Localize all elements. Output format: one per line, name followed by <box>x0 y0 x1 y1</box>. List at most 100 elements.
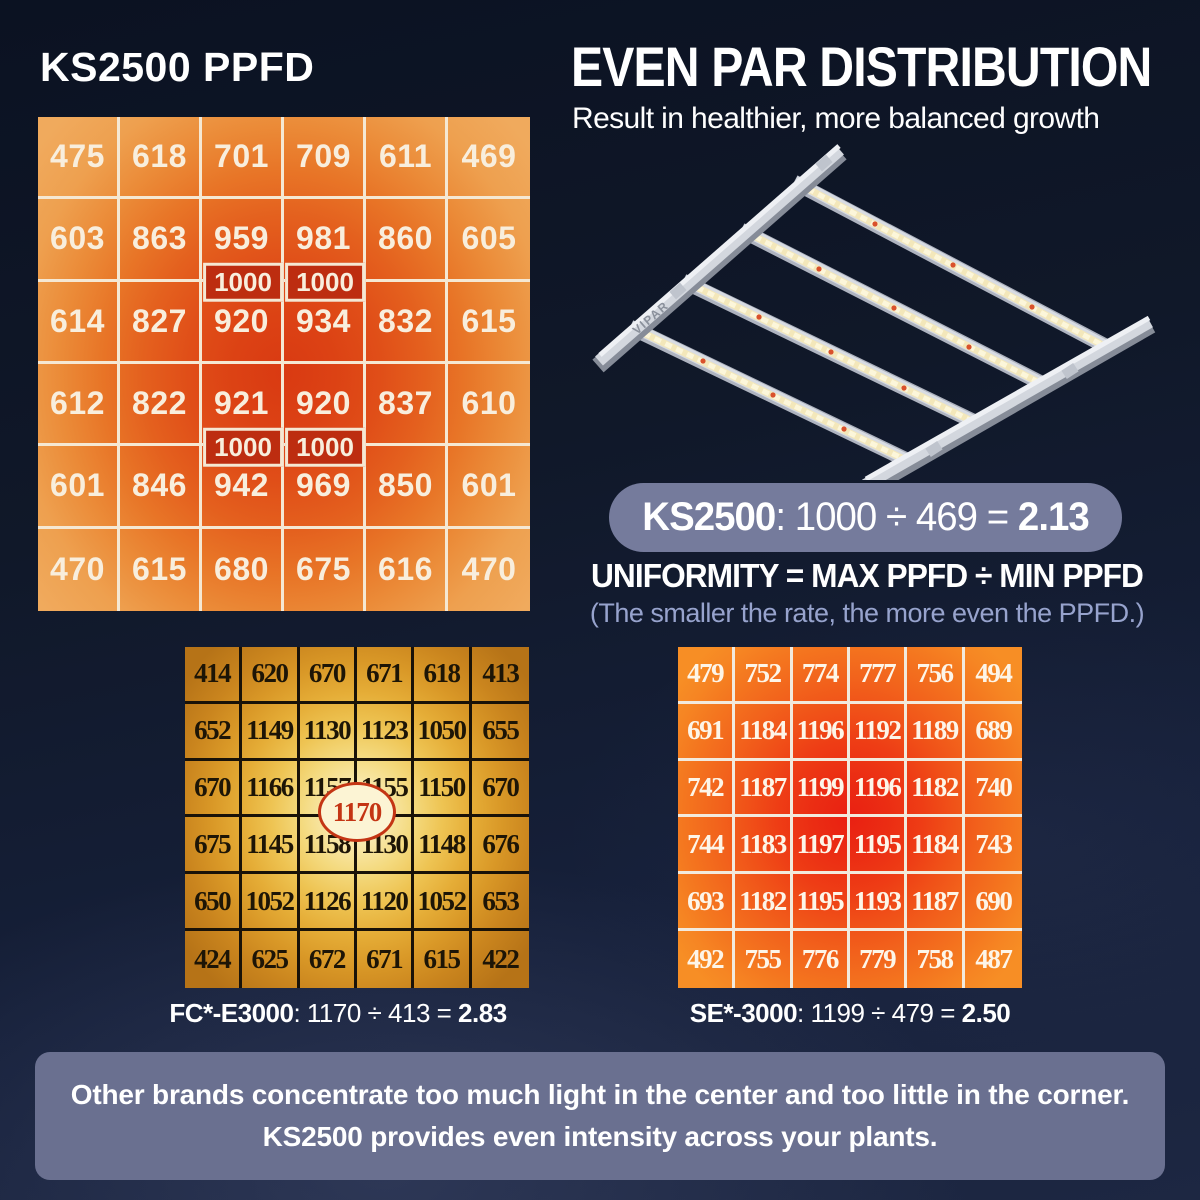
grid-cell: 1130 <box>299 703 357 761</box>
uniformity-formula: UNIFORMITY = MAX PPFD ÷ MIN PPFD <box>591 557 1144 594</box>
led-bar <box>790 175 1117 357</box>
grow-light-image: VIPAR <box>592 144 1156 480</box>
grid-cell: 1149 <box>242 703 300 761</box>
ppfd-peak-badge: 1000 <box>285 427 365 467</box>
grid-cell: 827 <box>120 281 202 364</box>
uniformity-result-pill: KS2500: 1000 ÷ 469 = 2.13 <box>609 483 1122 552</box>
grid-cell: 1050 <box>414 703 472 761</box>
grid-cell: 615 <box>414 931 472 988</box>
grid-cell: 625 <box>242 931 300 988</box>
ppfd-peak-badge: 1000 <box>203 427 283 467</box>
grid-cell: 675 <box>284 528 366 611</box>
grid-cell: 742 <box>678 760 736 818</box>
grid-cell: 756 <box>907 647 965 704</box>
fc-e3000-caption: FC*-E3000: 1170 ÷ 413 = 2.83 <box>128 998 548 1029</box>
grid-cell: 1193 <box>849 874 908 932</box>
grid-cell: 422 <box>482 944 520 975</box>
grid-cell: 942 <box>202 446 284 529</box>
se-3000-caption: SE*-3000: 1199 ÷ 479 = 2.50 <box>640 998 1060 1029</box>
grid-cell: 752 <box>735 647 793 704</box>
grid-cell: 610 <box>448 364 530 447</box>
grid-cell: 1126 <box>299 874 357 932</box>
main-heading: EVEN PAR DISTRIBUTION <box>571 35 1152 98</box>
ppfd-peak-badge: 1000 <box>203 262 283 302</box>
grid-cell: 740 <box>964 761 1022 818</box>
grid-cell: 744 <box>678 817 736 875</box>
grid-cell: 774 <box>792 647 850 704</box>
grid-cell: 690 <box>964 874 1022 932</box>
grid-cell: 1150 <box>414 760 472 818</box>
grid-cell: 487 <box>975 944 1013 975</box>
grid-cell: 424 <box>185 931 243 988</box>
grid-cell: 1187 <box>907 874 965 932</box>
grid-cell: 758 <box>907 931 965 988</box>
grid-cell: 1145 <box>242 817 300 875</box>
grid-cell: 413 <box>471 647 529 704</box>
grid-cell: 1052 <box>242 874 300 932</box>
fc-e3000-heatmap: 414 620 670 671 618 413 652 1149 1130 1123 1050 655… <box>185 647 529 988</box>
grid-cell: 689 <box>964 704 1022 761</box>
grid-cell: 837 <box>366 364 448 447</box>
se-expression: : 1199 ÷ 479 = <box>797 998 962 1028</box>
grid-cell: 605 <box>448 199 530 282</box>
grid-cell: 601 <box>448 446 530 529</box>
grid-cell: 611 <box>366 117 448 200</box>
uniformity-result-text: KS2500: 1000 ÷ 469 = 2.13 <box>642 495 1089 540</box>
fc-expression: : 1170 ÷ 413 = <box>293 998 459 1028</box>
fixture-rail <box>862 315 1156 480</box>
grid-cell: 1148 <box>414 817 472 875</box>
grid-cell: 777 <box>849 647 908 704</box>
grid-cell: 671 <box>356 647 415 704</box>
grid-cell: 709 <box>284 117 366 200</box>
grid-cell: 670 <box>185 760 243 818</box>
grid-cell: 1196 <box>849 760 908 818</box>
grid-cell: 655 <box>471 704 529 761</box>
grid-cell: 492 <box>678 931 736 988</box>
left-panel-title: KS2500 PPFD <box>40 44 315 90</box>
grid-cell: 920 <box>202 281 284 364</box>
ks2500-ppfd-heatmap: 475 618 701 709 611 469 603 863 959 981 860 605 614 8… <box>38 117 530 611</box>
se-3000-grid-cells: 479 752 774 777 756 494 691 1184 1196 1192 1189 689… <box>678 647 1022 988</box>
grid-cell: 494 <box>964 647 1022 704</box>
grid-cell: 969 <box>284 446 366 529</box>
led-bar <box>626 320 919 471</box>
grid-cell: 743 <box>964 817 1022 875</box>
grid-cell: 618 <box>414 647 472 704</box>
se-3000-heatmap: 479 752 774 777 756 494 691 1184 1196 1192 1189 689… <box>678 647 1022 988</box>
grid-cell: 1187 <box>735 760 793 818</box>
uniformity-note: (The smaller the rate, the more even the… <box>589 598 1145 628</box>
se-label: SE*-3000 <box>689 998 798 1028</box>
grid-cell: 691 <box>678 703 736 761</box>
grid-cell: 414 <box>185 647 243 704</box>
se-result: 2.50 <box>961 998 1011 1028</box>
grid-cell: 1166 <box>242 760 300 818</box>
footer-line-1: Other brands concentrate too much light … <box>70 1079 1130 1110</box>
grid-cell: 850 <box>366 446 448 529</box>
led-bar <box>737 223 1051 393</box>
grid-cell: 832 <box>366 281 448 364</box>
grid-cell: 1182 <box>735 874 793 932</box>
grid-cell: 615 <box>448 282 530 364</box>
grid-cell: 676 <box>471 817 529 875</box>
grid-cell: 470 <box>38 528 120 611</box>
grid-cell: 670 <box>471 761 529 818</box>
grid-cell: 1197 <box>792 817 850 875</box>
grid-cell: 601 <box>38 446 120 529</box>
grid-cell: 1192 <box>849 703 908 761</box>
grid-cell: 701 <box>202 117 284 200</box>
grid-cell: 1196 <box>792 703 850 761</box>
grid-cell: 779 <box>850 931 908 988</box>
grid-cell: 1189 <box>907 703 965 761</box>
sub-heading: Result in healthier, more balanced growt… <box>572 102 1100 135</box>
grid-cell: 1183 <box>735 817 793 875</box>
grid-cell: 603 <box>38 199 120 282</box>
grid-cell: 680 <box>202 528 284 611</box>
grid-cell: 479 <box>678 647 736 704</box>
footer-line-2: KS2500 provides even intensity across yo… <box>262 1121 938 1152</box>
grid-cell: 1199 <box>792 760 850 818</box>
fc-e3000-grid-cells: 414 620 670 671 618 413 652 1149 1130 1123 1050 655… <box>185 647 529 988</box>
grid-cell: 1184 <box>907 817 965 875</box>
grid-cell: 1195 <box>792 874 850 932</box>
grid-cell: 620 <box>242 647 300 704</box>
